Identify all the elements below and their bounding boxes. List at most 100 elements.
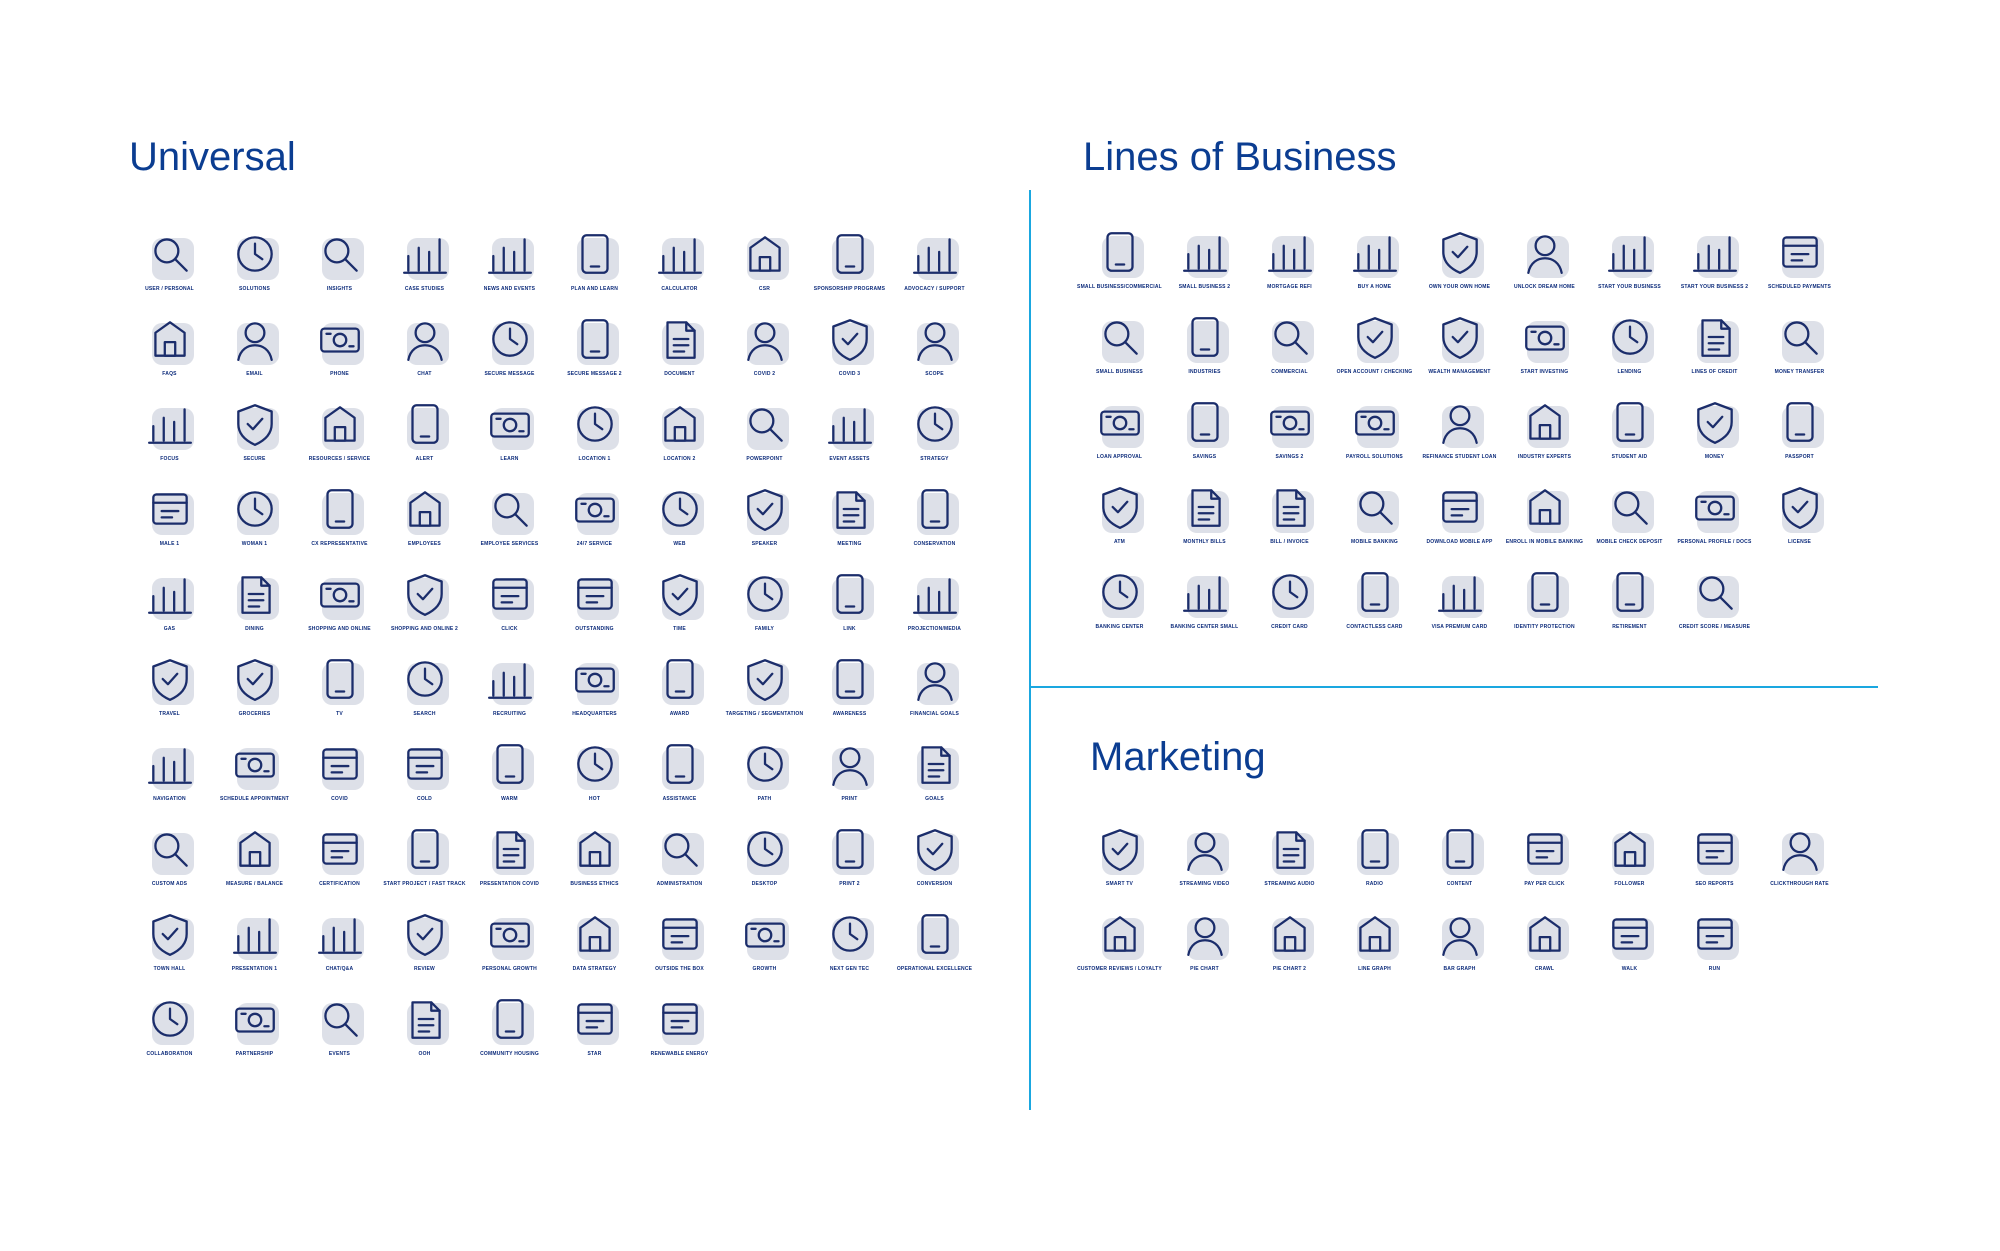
icon-tile: RADIO [1332, 821, 1417, 906]
icon-tile: STUDENT AID [1587, 394, 1672, 479]
icon-label: CONVERSION [916, 881, 953, 887]
icon-tile: STRATEGY [892, 396, 977, 481]
gear-cycle-icon [907, 821, 963, 877]
icon-tile: SAVINGS [1162, 394, 1247, 479]
printed-page-icon [822, 736, 878, 792]
icon-tile: NEXT GEN TEC [807, 906, 892, 991]
icon-label: ADMINISTRATION [656, 881, 703, 887]
icon-label: PHONE [330, 371, 349, 377]
icon-label: HEADQUARTERS [572, 711, 617, 717]
icon-label: STUDENT AID [1611, 454, 1648, 460]
icon-label: POWERPOINT [746, 456, 783, 462]
icon-label: RECRUITING [492, 711, 527, 717]
envelope-icon [227, 311, 283, 367]
chess-knight-icon [907, 396, 963, 452]
house-lock-icon [1517, 224, 1573, 280]
icon-tile: CX REPRESENTATIVE [297, 481, 382, 566]
icon-tile: TRAVEL [127, 651, 212, 736]
icon-tile: WARM [467, 736, 552, 821]
icon-label: SHOPPING AND ONLINE 2 [390, 626, 459, 632]
icon-tile: MONTHLY BILLS [1162, 479, 1247, 564]
icon-tile: REVIEW [382, 906, 467, 991]
icon-tile: LICENSE [1757, 479, 1842, 564]
monitor-icon [312, 651, 368, 707]
icon-tile: UNLOCK DREAM HOME [1502, 224, 1587, 309]
icon-tile: CALCULATOR [637, 226, 722, 311]
icon-label: START PROJECT / FAST TRACK [383, 881, 466, 887]
icon-tile: SEO REPORTS [1672, 821, 1757, 906]
icon-tile: TARGETING / SEGMENTATION [722, 651, 807, 736]
bar-graph-icon [1432, 906, 1488, 962]
shopping-bag-icon [312, 566, 368, 622]
icon-label: MEASURE / BALANCE [225, 881, 283, 887]
icon-label: EMPLOYEE SERVICES [480, 541, 539, 547]
icon-label: ADVOCACY / SUPPORT [904, 286, 965, 292]
shields-icon [907, 481, 963, 537]
icon-tile: COMMERCIAL [1247, 309, 1332, 394]
icon-label: DINING [245, 626, 264, 632]
icon-tile: PAYROLL SOLUTIONS [1332, 394, 1417, 479]
icon-label: BANKING CENTER [1095, 624, 1144, 630]
icon-label: PIE CHART 2 [1272, 966, 1307, 972]
cash-transfer-icon [1772, 309, 1828, 365]
icon-tile: CASE STUDIES [382, 226, 467, 311]
microphone-icon [1347, 821, 1403, 877]
meeting-icon [822, 481, 878, 537]
airplane-icon [142, 651, 198, 707]
icon-label: MOBILE BANKING [1351, 539, 1398, 545]
icon-tile: CLICKTHROUGH RATE [1757, 821, 1842, 906]
icon-label: FAMILY [754, 626, 775, 632]
icon-label: LOCATION 1 [578, 456, 611, 462]
icon-label: DESKTOP [751, 881, 778, 887]
icon-tile: COVID 2 [722, 311, 807, 396]
gas-pump-icon [142, 566, 198, 622]
icon-label: COLLABORATION [146, 1051, 193, 1057]
icon-tile: ADVOCACY / SUPPORT [892, 226, 977, 311]
icon-label: RESOURCES / SERVICE [308, 456, 371, 462]
icon-tile: TIME [637, 566, 722, 651]
follower-bubble-icon [1602, 821, 1658, 877]
bank-small-icon [1177, 564, 1233, 620]
handshake-icon [227, 991, 283, 1047]
icon-tile: MOBILE BANKING [1332, 479, 1417, 564]
icon-tile: CREDIT CARD [1247, 564, 1332, 649]
lightning-cycle-icon [652, 991, 708, 1047]
icon-label: INDUSTRY EXPERTS [1517, 454, 1572, 460]
megaphone-icon [822, 651, 878, 707]
icon-tile: RESOURCES / SERVICE [297, 396, 382, 481]
icon-label: WEB [673, 541, 686, 547]
icon-label: USER / PERSONAL [145, 286, 194, 292]
icon-label: OUTSTANDING [575, 626, 614, 632]
icon-tile: GOALS [892, 736, 977, 821]
content-screen-icon [1432, 821, 1488, 877]
icon-tile: START PROJECT / FAST TRACK [382, 821, 467, 906]
document-icon [652, 311, 708, 367]
vertical-divider [1029, 190, 1031, 1110]
icon-label: PAYROLL SOLUTIONS [1346, 454, 1403, 460]
tap-tablet-icon [1772, 821, 1828, 877]
icon-label: BAR GRAPH [1443, 966, 1476, 972]
icon-label: STREAMING AUDIO [1264, 881, 1315, 887]
icon-label: WOMAN 1 [241, 541, 268, 547]
icon-tile: WEALTH MANAGEMENT [1417, 309, 1502, 394]
icon-tile: TOWN HALL [127, 906, 212, 991]
icon-label: ATM [1113, 539, 1126, 545]
icon-label: PRESENTATION COVID [479, 881, 540, 887]
town-hall-icon [142, 906, 198, 962]
icon-label: CRAWL [1534, 966, 1555, 972]
icon-label: HOT [588, 796, 601, 802]
icon-label: PATH [757, 796, 772, 802]
headset-person-icon [312, 481, 368, 537]
icon-tile: CONSERVATION [892, 481, 977, 566]
icon-label: START YOUR BUSINESS [1598, 284, 1661, 290]
icon-tile: PROJECTION/MEDIA [892, 566, 977, 651]
icon-tile: MONEY TRANSFER [1757, 309, 1842, 394]
icon-tile: DOCUMENT [637, 311, 722, 396]
icon-tile: AWARENESS [807, 651, 892, 736]
icon-label: PROJECTION/MEDIA [907, 626, 962, 632]
open-sign-icon [1602, 224, 1658, 280]
icon-tile: LOCATION 2 [637, 396, 722, 481]
cough-icon [822, 311, 878, 367]
calendar-document-icon [482, 226, 538, 282]
desktop-icon [737, 821, 793, 877]
